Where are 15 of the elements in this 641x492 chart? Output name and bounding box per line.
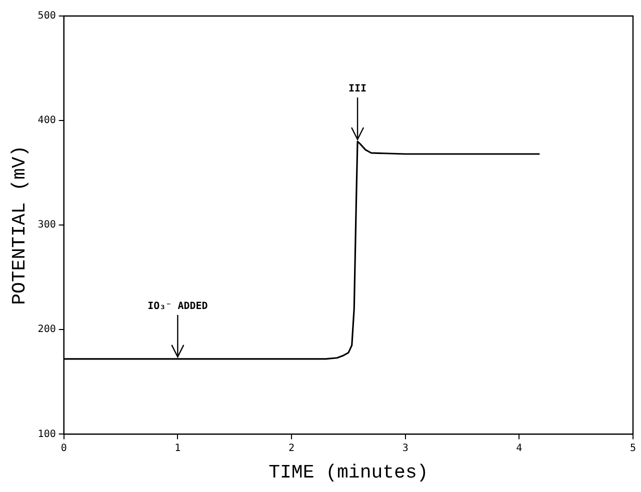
annotation: IO₃⁻ ADDED <box>148 300 208 312</box>
x-tick-label: 4 <box>516 442 522 454</box>
annotation: III <box>348 83 367 94</box>
x-tick-label: 0 <box>60 442 67 454</box>
y-tick-label: 300 <box>38 220 56 231</box>
x-tick-label: 3 <box>402 442 408 454</box>
x-tick-label: 2 <box>288 442 295 454</box>
y-axis-title: POTENTIAL (mV) <box>8 145 30 305</box>
y-tick-label: 400 <box>38 115 56 126</box>
y-tick-label: 500 <box>38 10 56 22</box>
y-tick-label: 100 <box>38 428 56 440</box>
x-axis-title: TIME (minutes) <box>268 462 428 484</box>
x-tick-label: 1 <box>174 442 181 454</box>
x-tick-label: 5 <box>630 442 636 454</box>
y-tick-label: 200 <box>38 324 56 336</box>
